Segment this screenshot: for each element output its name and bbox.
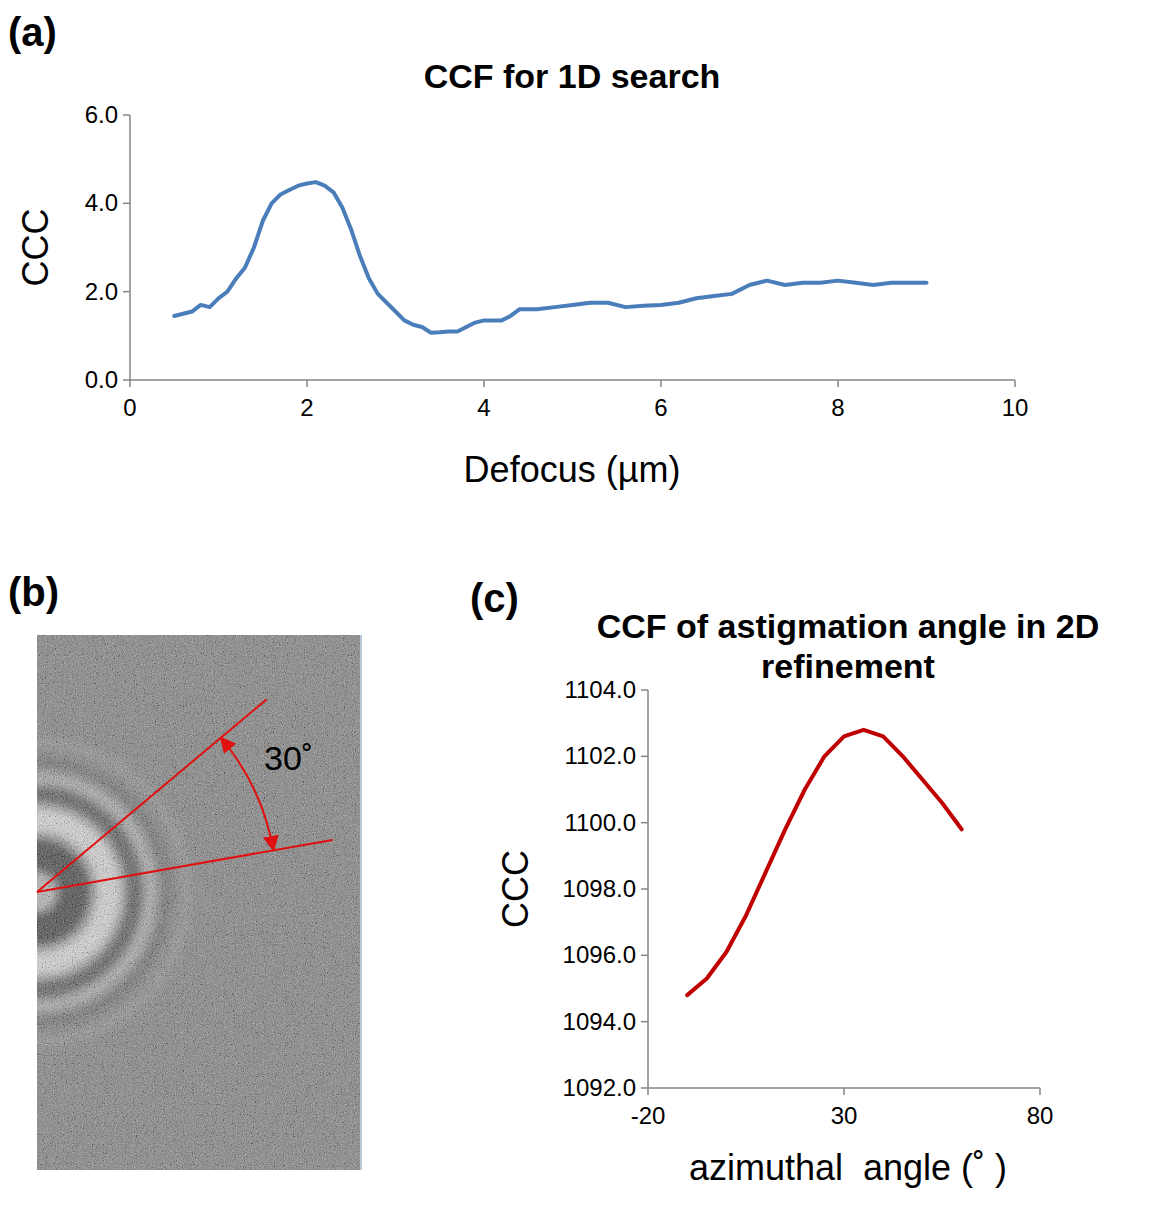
y-tick-label: 0.0 — [85, 366, 118, 393]
data-line — [174, 182, 926, 333]
y-tick-label: 1096.0 — [563, 941, 636, 968]
y-tick — [123, 114, 130, 116]
x-tick-label: 10 — [1002, 394, 1029, 421]
y-tick-label: 4.0 — [85, 189, 118, 216]
y-tick-label: 2.0 — [85, 278, 118, 305]
chart-title: CCF for 1D search — [424, 57, 721, 95]
plot-area — [687, 730, 961, 995]
figure: (a) CCF for 1D search 0.0 2.0 4.0 6.0 0 2 4 6 8 10 D… — [0, 0, 1162, 1208]
x-axis-title: Defocus (µm) — [464, 449, 681, 490]
y-axis-title: CCC — [15, 209, 56, 287]
image-edge — [360, 635, 362, 1170]
x-axis-title: azimuthal angle (˚ ) — [689, 1147, 1007, 1188]
x-tick-label: 6 — [654, 394, 667, 421]
y-tick — [641, 888, 648, 890]
image — [37, 635, 362, 1170]
data-line — [687, 730, 961, 995]
x-tick — [483, 380, 485, 387]
y-tick-label: 6.0 — [85, 101, 118, 128]
x-tick — [660, 380, 662, 387]
x-tick — [843, 1088, 845, 1095]
y-tick-label: 1104.0 — [564, 676, 636, 703]
angle-line — [37, 840, 332, 892]
x-tick-label: 4 — [477, 394, 490, 421]
y-tick — [641, 689, 648, 691]
angle-annotation: 30˚ — [264, 739, 313, 777]
x-tick-label: 80 — [1027, 1102, 1054, 1129]
y-tick-label: 1102.0 — [564, 742, 636, 769]
y-tick — [641, 955, 648, 957]
title-line: refinement — [761, 647, 935, 685]
x-tick-label: -20 — [631, 1102, 666, 1129]
title-line: CCF of astigmation angle in 2D — [597, 607, 1099, 645]
y-tick — [123, 379, 130, 381]
y-tick — [123, 203, 130, 205]
plot-area — [174, 182, 926, 333]
title-line: CCF for 1D search — [424, 57, 721, 95]
y-tick — [641, 822, 648, 824]
x-tick-label: 0 — [123, 394, 136, 421]
x-tick — [647, 1088, 649, 1095]
x-tick — [1039, 1088, 1041, 1095]
chart-title: CCF of astigmation angle in 2Drefinement — [597, 607, 1099, 685]
y-tick — [123, 291, 130, 293]
panel-label: (b) — [8, 570, 59, 614]
y-tick — [641, 1021, 648, 1023]
x-tick — [837, 380, 839, 387]
angle-line — [37, 699, 267, 892]
x-axis-line — [130, 379, 1015, 381]
chart-panel: (a) CCF for 1D search 0.0 2.0 4.0 6.0 0 2 4 6 8 10 D… — [8, 10, 1028, 490]
image-bg — [37, 635, 362, 1170]
x-tick-label: 8 — [831, 394, 844, 421]
y-tick-label: 1092.0 — [563, 1074, 636, 1101]
y-tick-label: 1100.0 — [564, 809, 636, 836]
chart-panel: (c) CCF of astigmation angle in 2Drefinem… — [470, 576, 1099, 1188]
panel-label: (a) — [8, 10, 57, 54]
image-noise — [37, 635, 362, 1170]
x-tick — [306, 380, 308, 387]
y-axis-title: CCC — [495, 850, 536, 928]
x-tick-label: 2 — [300, 394, 313, 421]
x-tick-label: 30 — [831, 1102, 858, 1129]
image-panel: (b) 30˚ — [0, 570, 362, 1170]
y-tick — [641, 756, 648, 758]
y-tick-label: 1098.0 — [563, 875, 636, 902]
y-tick — [641, 1087, 648, 1089]
y-tick-label: 1094.0 — [563, 1008, 636, 1035]
y-axis-line — [129, 115, 131, 380]
panel-label: (c) — [470, 576, 519, 620]
x-tick — [1014, 380, 1016, 387]
x-tick — [129, 380, 131, 387]
